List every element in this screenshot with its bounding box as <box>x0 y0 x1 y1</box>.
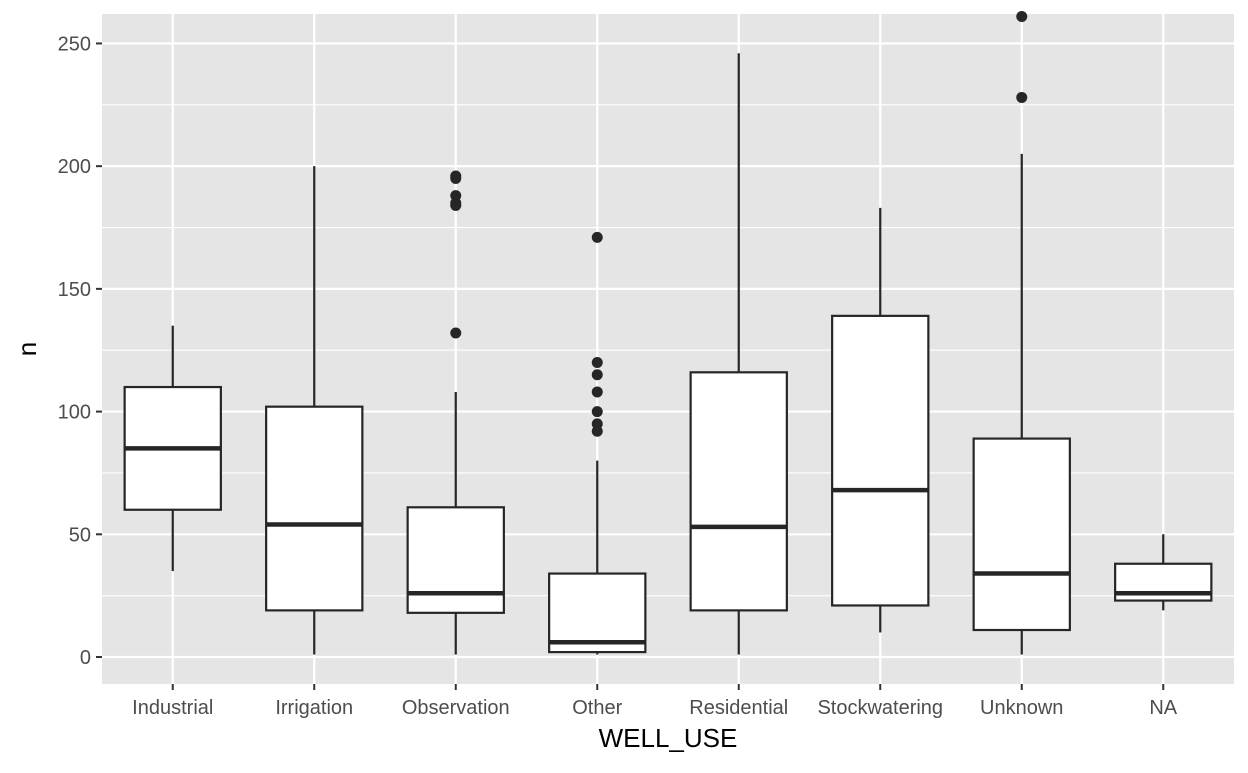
x-tick-label: Residential <box>689 697 788 719</box>
outlier-point <box>591 369 603 381</box>
x-tick-label: Irrigation <box>275 697 353 719</box>
box-unknown <box>972 153 1071 655</box>
y-tick-label: 0 <box>80 647 91 669</box>
x-tick-label: Other <box>572 697 622 719</box>
box-na <box>1114 534 1213 611</box>
outlier-point <box>450 190 462 202</box>
outlier-point <box>450 170 462 182</box>
x-axis-title: WELL_USE <box>599 723 738 753</box>
box-industrial <box>123 325 222 572</box>
box-irrigation <box>265 166 364 655</box>
outlier-point <box>591 406 603 418</box>
box-rect <box>265 405 364 612</box>
box-rect <box>972 437 1071 632</box>
y-axis-title: n <box>12 342 42 356</box>
x-tick-label: Unknown <box>980 697 1063 719</box>
outlier-point <box>450 327 462 339</box>
y-tick-label: 100 <box>58 402 91 424</box>
box-rect <box>406 506 505 614</box>
y-tick-label: 200 <box>58 156 91 178</box>
outlier-point <box>1016 91 1028 103</box>
outlier-point <box>591 231 603 243</box>
outlier-point <box>591 418 603 430</box>
y-tick-label: 50 <box>69 524 91 546</box>
outlier-layer <box>450 10 1028 437</box>
box-layer <box>123 53 1213 655</box>
x-tick-label: Stockwatering <box>817 697 943 719</box>
x-axis: Industrial Irrigation Observation Other Resi… <box>132 684 1178 719</box>
box-rect <box>548 572 647 654</box>
box-other <box>548 460 647 655</box>
outlier-point <box>1016 10 1028 22</box>
outlier-point <box>591 386 603 398</box>
x-tick-label: Industrial <box>132 697 213 719</box>
y-tick-label: 250 <box>58 33 91 55</box>
box-rect <box>831 314 930 607</box>
y-tick-label: 150 <box>58 279 91 301</box>
y-axis: 0 50 100 150 200 250 <box>58 33 102 669</box>
box-observation <box>406 391 505 655</box>
box-residential <box>689 53 788 655</box>
outlier-point <box>591 356 603 368</box>
x-tick-label: Observation <box>402 697 510 719</box>
x-tick-label: NA <box>1149 697 1177 719</box>
box-rect <box>689 371 788 612</box>
box-stockwatering <box>831 207 930 633</box>
